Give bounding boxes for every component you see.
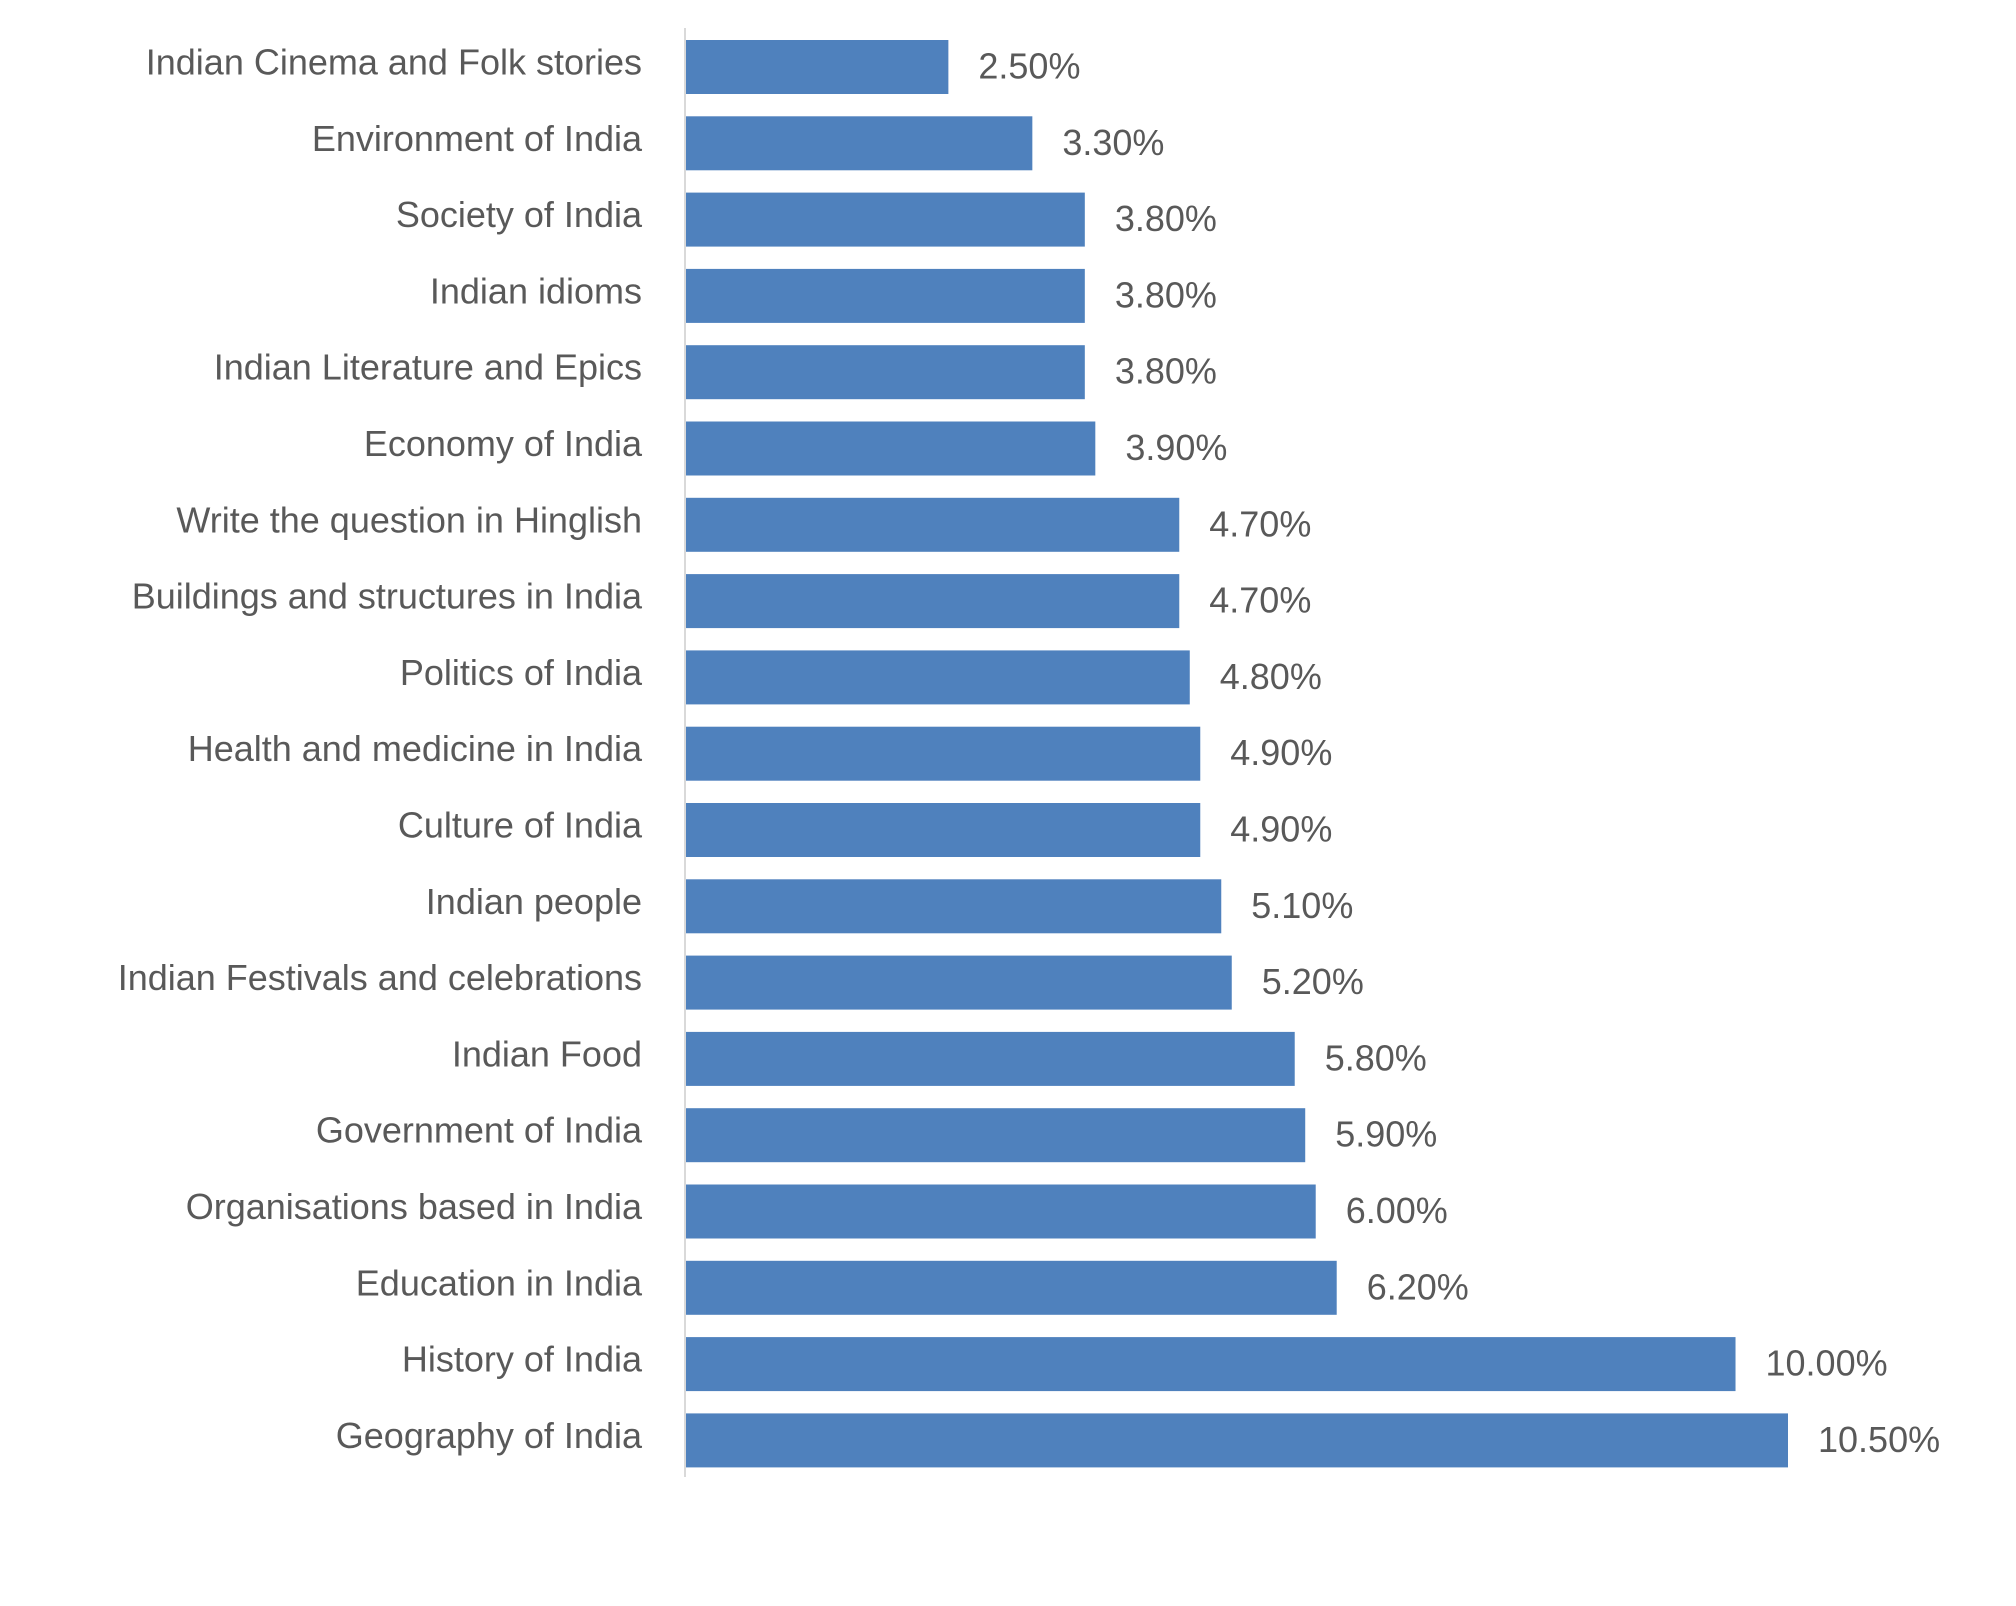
category-label: Write the question in Hinglish <box>176 499 642 540</box>
category-label: Politics of India <box>400 652 643 693</box>
bar <box>686 955 1232 1010</box>
category-label: Indian Food <box>452 1033 642 1074</box>
category-label: Environment of India <box>312 118 643 159</box>
value-label: 5.80% <box>1325 1037 1427 1078</box>
value-label: 3.80% <box>1115 274 1217 315</box>
category-label: Indian Festivals and celebrations <box>118 957 642 998</box>
bar <box>686 421 1096 476</box>
value-label: 4.90% <box>1230 732 1332 773</box>
bar <box>686 1337 1736 1392</box>
category-label: Society of India <box>396 194 643 235</box>
bar <box>686 650 1190 705</box>
value-label: 4.90% <box>1230 809 1332 850</box>
value-label: 5.10% <box>1251 885 1353 926</box>
category-label: Indian idioms <box>430 270 642 311</box>
bar <box>686 40 949 94</box>
bar <box>686 574 1180 629</box>
value-label: 4.70% <box>1209 503 1311 544</box>
bar <box>686 1108 1306 1163</box>
category-label: Indian Literature and Epics <box>214 347 642 388</box>
bar <box>686 192 1085 247</box>
value-label: 2.50% <box>978 46 1080 87</box>
category-label: Economy of India <box>364 423 643 464</box>
bar <box>686 345 1085 400</box>
category-label: Buildings and structures in India <box>132 576 643 617</box>
value-label: 10.00% <box>1766 1343 1888 1384</box>
bar <box>686 1031 1295 1086</box>
value-label: 3.80% <box>1115 351 1217 392</box>
category-label: Geography of India <box>336 1415 643 1456</box>
bar <box>686 726 1201 781</box>
bar <box>686 1184 1316 1239</box>
value-label: 4.80% <box>1220 656 1322 697</box>
value-label: 5.90% <box>1335 1114 1437 1155</box>
value-label: 4.70% <box>1209 580 1311 621</box>
bar <box>686 268 1085 323</box>
category-label: Indian people <box>426 881 642 922</box>
bar <box>686 879 1222 934</box>
value-label: 6.20% <box>1367 1266 1469 1307</box>
value-label: 3.30% <box>1062 122 1164 163</box>
value-label: 3.80% <box>1115 198 1217 239</box>
value-label: 10.50% <box>1818 1419 1940 1460</box>
category-label: History of India <box>402 1339 643 1380</box>
category-label: Education in India <box>356 1262 643 1303</box>
category-label: Organisations based in India <box>186 1186 643 1227</box>
category-label: Health and medicine in India <box>188 728 643 769</box>
bar <box>686 497 1180 552</box>
category-label: Indian Cinema and Folk stories <box>146 42 642 83</box>
bar <box>686 1413 1788 1468</box>
bar <box>686 1260 1337 1315</box>
bar <box>686 116 1033 171</box>
category-label: Culture of India <box>398 805 643 846</box>
value-label: 5.20% <box>1262 961 1364 1002</box>
category-label: Government of India <box>316 1110 643 1151</box>
bar <box>686 803 1201 857</box>
value-label: 6.00% <box>1346 1190 1448 1231</box>
value-label: 3.90% <box>1125 427 1227 468</box>
